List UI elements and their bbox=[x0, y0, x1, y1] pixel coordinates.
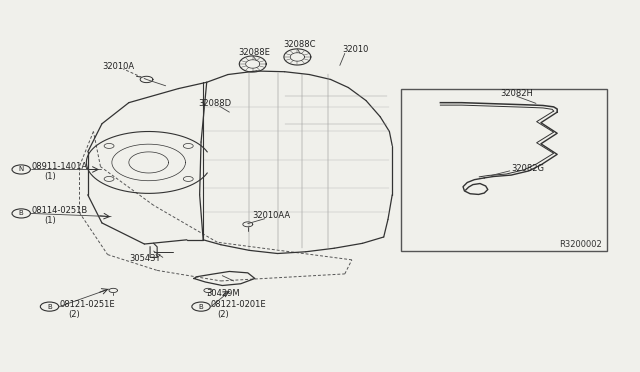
Text: B: B bbox=[198, 304, 204, 310]
Text: 32010: 32010 bbox=[342, 45, 369, 54]
Text: 08114-0251B: 08114-0251B bbox=[31, 206, 88, 215]
Text: (1): (1) bbox=[44, 172, 56, 181]
Text: 32088C: 32088C bbox=[283, 40, 316, 49]
Text: 30429M: 30429M bbox=[207, 289, 241, 298]
Text: B: B bbox=[47, 304, 52, 310]
Bar bbox=[401, 89, 607, 251]
Text: 32082G: 32082G bbox=[511, 164, 544, 173]
Text: (2): (2) bbox=[218, 310, 229, 319]
Text: (2): (2) bbox=[68, 310, 81, 319]
Text: B: B bbox=[19, 211, 24, 217]
Text: 08121-0251E: 08121-0251E bbox=[60, 300, 115, 309]
Text: 30543Y: 30543Y bbox=[129, 254, 161, 263]
Text: 32082H: 32082H bbox=[500, 89, 533, 98]
Text: 08121-0201E: 08121-0201E bbox=[211, 300, 267, 309]
Text: 32010AA: 32010AA bbox=[253, 211, 291, 220]
Text: 32088D: 32088D bbox=[198, 99, 231, 108]
Text: 08911-1401A: 08911-1401A bbox=[31, 162, 87, 171]
Text: N: N bbox=[19, 167, 24, 173]
Text: 32088E: 32088E bbox=[239, 48, 271, 57]
Text: 32010A: 32010A bbox=[102, 62, 134, 71]
Text: R3200002: R3200002 bbox=[559, 240, 602, 249]
Text: (1): (1) bbox=[44, 216, 56, 225]
